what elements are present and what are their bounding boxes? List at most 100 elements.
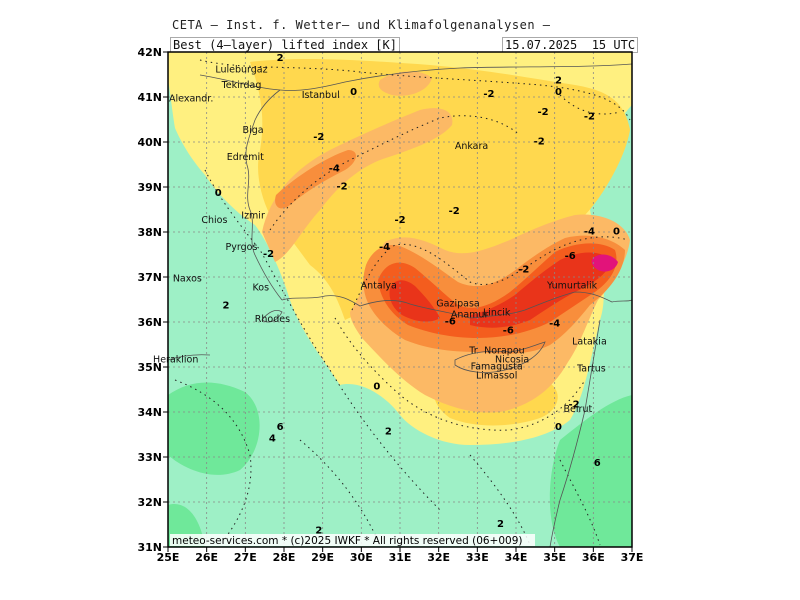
coastline-aegean <box>245 89 283 301</box>
axis-ticks <box>163 51 633 552</box>
contour-label: -2 <box>538 107 549 118</box>
contour-line <box>351 236 629 311</box>
lon-label: 37E <box>621 551 644 564</box>
contour-line <box>174 379 252 546</box>
parameter-title: Best (4–layer) lifted index [K] <box>170 37 400 53</box>
lat-label: 31N <box>137 541 162 554</box>
lat-label: 39N <box>137 181 162 194</box>
city-label: Tekirdag <box>221 80 262 91</box>
city-label: Ankara <box>455 141 488 152</box>
contour-label: 0 <box>215 188 222 199</box>
lat-label: 36N <box>137 316 162 329</box>
coastline <box>168 63 632 547</box>
field-magenta <box>591 254 618 272</box>
city-label: Anamur <box>451 310 489 321</box>
city-label: Chios <box>201 215 227 226</box>
contour-label: 0 <box>350 87 357 98</box>
contour-label: 0 <box>373 382 380 393</box>
city-label: Biga <box>243 125 264 136</box>
contour-label: -4 <box>584 226 595 237</box>
lon-label: 34E <box>505 551 528 564</box>
contour-label: 2 <box>223 301 230 312</box>
contour-label: 0 <box>555 87 562 98</box>
city-label: Rhodes <box>255 314 290 325</box>
lon-label: 28E <box>273 551 296 564</box>
contour-label: -6 <box>565 251 576 262</box>
contour-label: -4 <box>329 163 340 174</box>
contour-line <box>334 317 586 431</box>
lon-label: 35E <box>543 551 566 564</box>
contour-label: 2 <box>277 53 284 64</box>
contour-label: -2 <box>534 136 545 147</box>
contour-label: -2 <box>313 132 324 143</box>
lat-label: 32N <box>137 496 162 509</box>
axis-labels: 25E 26E 27E 28E 29E 30E 31E 32E 33E 34E 35E 36E 37E 4… <box>137 46 643 564</box>
city-label: Edremit <box>227 152 264 163</box>
city-label: Pyrgos <box>226 242 258 253</box>
lon-label: 36E <box>582 551 605 564</box>
city-label: Norapou <box>484 346 525 357</box>
city-label: Latakia <box>572 337 607 348</box>
city-label: Yumurtalik <box>546 280 598 291</box>
field-layers <box>168 52 632 547</box>
lon-label: 26E <box>195 551 218 564</box>
lon-label: 31E <box>389 551 412 564</box>
lon-label: 29E <box>311 551 334 564</box>
contour-label: -2 <box>336 181 347 192</box>
contour-label: 2 <box>315 526 322 537</box>
contour-label: -2 <box>449 206 460 217</box>
coastline-cyprus <box>454 341 546 373</box>
city-label: Kos <box>253 283 270 294</box>
chart-header: CETA – Inst. f. Wetter– und Klimafolgena… <box>172 18 551 32</box>
contour-value-labels: 20-2-220-2 -2-2-4-20-2-2-2-4-2-6-4 0-6-6-4… <box>215 53 620 537</box>
lat-label: 34N <box>137 406 162 419</box>
contour-label: -2 <box>263 249 274 260</box>
city-label: Limassol <box>476 370 517 381</box>
coastline-crete <box>168 354 211 361</box>
contour-label: 2 <box>385 427 392 438</box>
coastline-turkey-south <box>281 291 632 319</box>
city-label: Tartus <box>576 364 606 375</box>
lon-label: 33E <box>466 551 489 564</box>
city-label: Beirut <box>564 404 593 415</box>
city-label: Alexandr. <box>169 94 213 105</box>
contour-label: -6 <box>445 316 456 327</box>
field-green <box>168 382 632 547</box>
lat-label: 40N <box>137 136 162 149</box>
city-labels: Luleburgaz Tekirdag Istanbul Alexandr. Biga E… <box>153 64 607 415</box>
city-label: Istanbul <box>302 90 340 101</box>
city-label: Nicosia <box>495 355 529 366</box>
contour-label: -6 <box>503 325 514 336</box>
contour-line <box>559 94 621 115</box>
lat-label: 33N <box>137 451 162 464</box>
lat-lon-grid <box>168 52 632 547</box>
contour-label: 6 <box>277 422 284 433</box>
contour-label: -2 <box>584 112 595 123</box>
contour-label: 4 <box>269 433 276 444</box>
contour-label: -4 <box>379 242 390 253</box>
lon-label: 27E <box>234 551 257 564</box>
city-label: Luleburgaz <box>215 64 267 75</box>
lat-label: 35N <box>137 361 162 374</box>
lon-label: 32E <box>427 551 450 564</box>
city-label: Lincik <box>483 307 511 318</box>
copyright-footer: meteo-services.com * (c)2025 IWKF * All … <box>172 535 523 547</box>
lat-label: 42N <box>137 46 162 59</box>
city-label: Tr <box>468 346 477 357</box>
contour-label: 2 <box>497 519 504 530</box>
contour-line <box>299 439 381 546</box>
contour-label: -2 <box>518 265 529 276</box>
city-label: Gazipasa <box>436 298 479 309</box>
coastline-rhodes <box>261 310 283 323</box>
lon-label: 25E <box>157 551 180 564</box>
contour-label: 2 <box>555 76 562 87</box>
coastline-levant <box>549 319 601 547</box>
contour-label: -2 <box>568 400 579 411</box>
contour-label: -4 <box>549 319 560 330</box>
lat-label: 37N <box>137 271 162 284</box>
contour-label: -2 <box>394 215 405 226</box>
footer-background <box>170 534 535 546</box>
city-label: Naxos <box>173 274 202 285</box>
city-label: Heraklion <box>153 355 198 366</box>
